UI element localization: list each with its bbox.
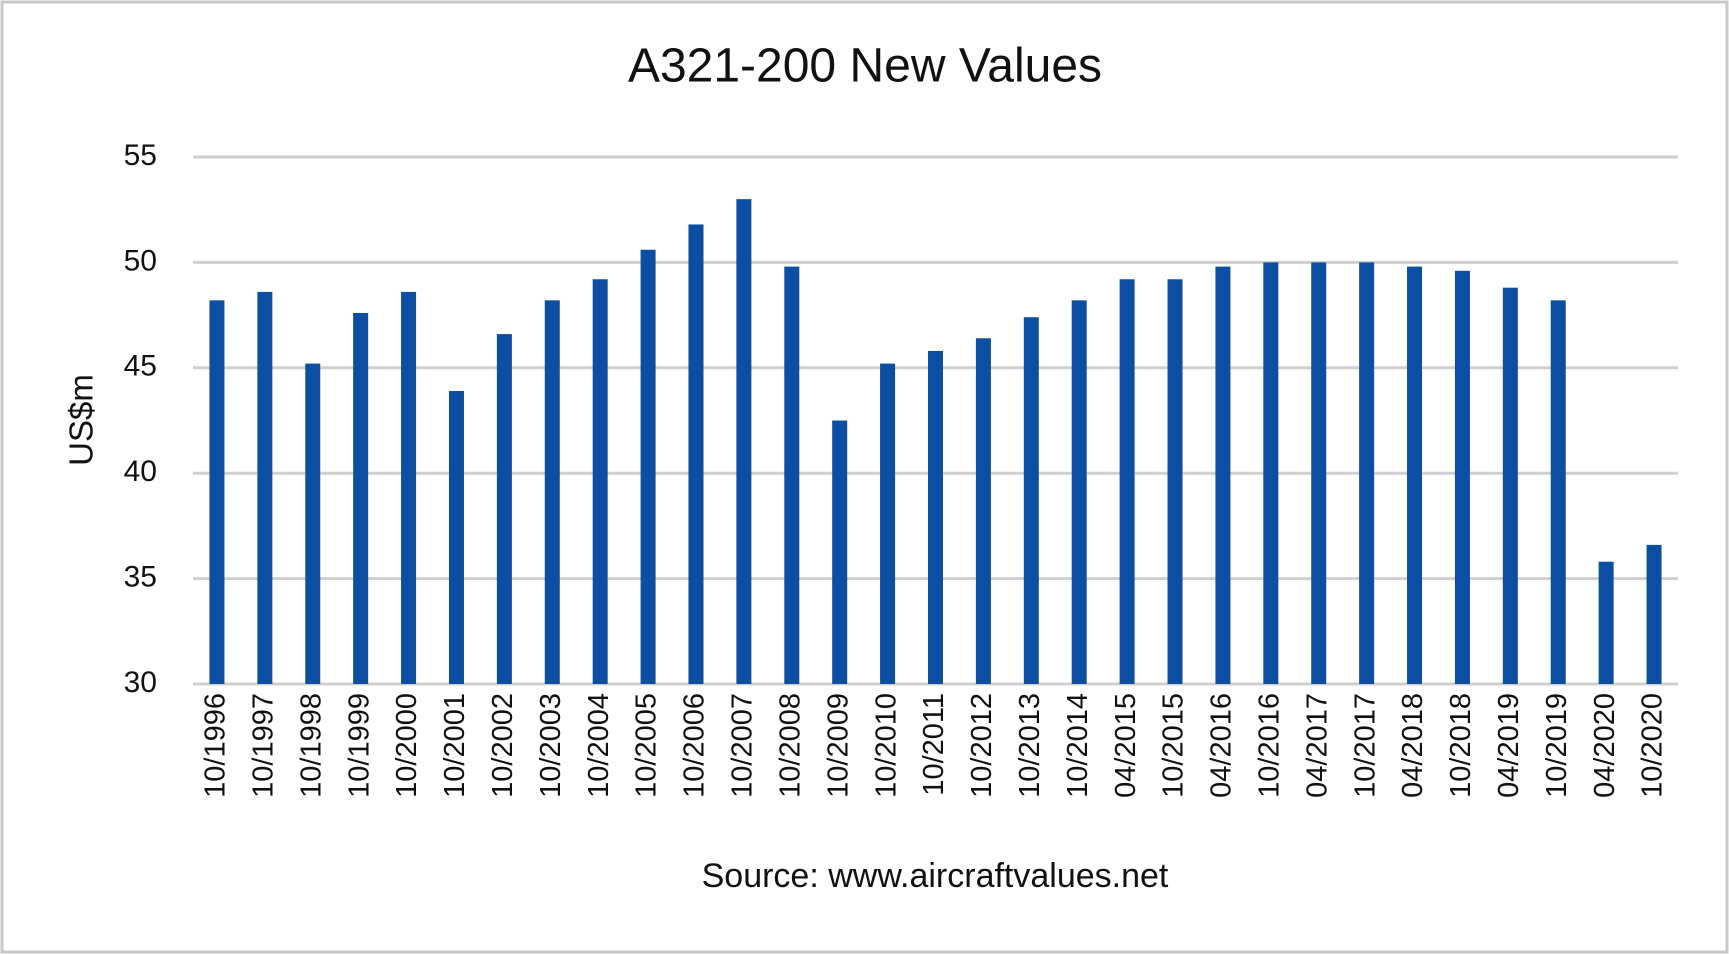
x-tick-label: 10/1998: [295, 693, 327, 798]
x-tick-label: 10/1996: [200, 693, 232, 798]
x-tick-label: 10/2017: [1349, 693, 1381, 798]
bar: [448, 390, 464, 684]
x-tick-label: 10/2019: [1541, 693, 1573, 798]
bar: [592, 279, 608, 684]
bar: [1311, 262, 1327, 684]
bar: [353, 312, 369, 684]
x-tick-label: 10/2005: [631, 693, 663, 798]
x-tick-label: 10/2000: [391, 693, 423, 798]
bar: [1502, 287, 1518, 684]
bar: [928, 350, 943, 684]
bar: [544, 300, 560, 684]
x-tick-label: 10/2020: [1637, 693, 1669, 798]
x-tick-label: 10/2007: [727, 693, 759, 798]
bar: [401, 291, 417, 684]
bar: [1407, 266, 1423, 684]
y-tick-label: 30: [124, 666, 157, 699]
x-tick-label: 10/1997: [248, 693, 280, 798]
bar: [640, 249, 656, 684]
bar: [975, 338, 991, 684]
x-tick-label: 10/2013: [1014, 693, 1046, 798]
bar: [1646, 544, 1662, 684]
x-tick-label: 10/2009: [822, 693, 854, 798]
y-tick-label: 45: [124, 350, 157, 383]
bar: [688, 224, 704, 684]
bar: [257, 291, 273, 684]
bar: [880, 363, 896, 684]
bar: [1550, 300, 1566, 684]
x-tick-label: 04/2017: [1301, 693, 1333, 798]
bar: [305, 363, 321, 684]
x-tick-label: 10/2006: [679, 693, 711, 798]
x-tick-label: 04/2019: [1493, 693, 1525, 798]
x-tick-label: 10/2014: [1062, 693, 1094, 798]
x-tick-label: 10/2004: [583, 693, 615, 798]
x-tick-label: 10/2001: [439, 693, 471, 798]
x-tick-label: 04/2015: [1110, 693, 1142, 798]
y-axis-label: US$m: [63, 374, 100, 466]
x-tick-label: 04/2018: [1397, 693, 1429, 798]
y-tick-label: 50: [124, 244, 157, 277]
x-tick-label: 10/1999: [343, 693, 375, 798]
bar: [1598, 561, 1614, 684]
bar: [784, 266, 800, 684]
y-tick-label: 35: [124, 561, 157, 594]
bar: [1454, 270, 1470, 684]
bar: [209, 300, 225, 684]
bar: [832, 420, 848, 684]
x-tick-label: 10/2003: [535, 693, 567, 798]
x-tick-label: 10/2011: [918, 693, 950, 796]
y-tick-label: 40: [124, 455, 157, 488]
x-tick-label: 04/2016: [1206, 693, 1238, 798]
bar: [496, 334, 512, 684]
x-tick-label: 10/2012: [966, 693, 998, 798]
bar: [1119, 279, 1135, 684]
x-tick-label: 10/2010: [870, 693, 902, 798]
x-tick-label: 04/2020: [1589, 693, 1621, 798]
x-tick-label: 10/2015: [1158, 693, 1190, 798]
y-tick-label: 55: [124, 139, 157, 172]
bar: [1359, 262, 1375, 684]
x-tick-label: 10/2002: [487, 693, 519, 798]
x-axis-label: Source: www.aircraftvalues.net: [702, 857, 1169, 895]
bar: [1263, 262, 1279, 684]
bar: [1023, 317, 1039, 684]
x-tick-label: 10/2016: [1253, 693, 1285, 798]
bar: [1071, 300, 1087, 684]
x-tick-label: 10/2008: [774, 693, 806, 798]
chart-title: A321-200 New Values: [628, 40, 1102, 93]
bar: [1215, 266, 1231, 684]
x-tick-label: 10/2018: [1445, 693, 1477, 798]
bar: [736, 199, 752, 684]
bar: [1167, 279, 1183, 684]
